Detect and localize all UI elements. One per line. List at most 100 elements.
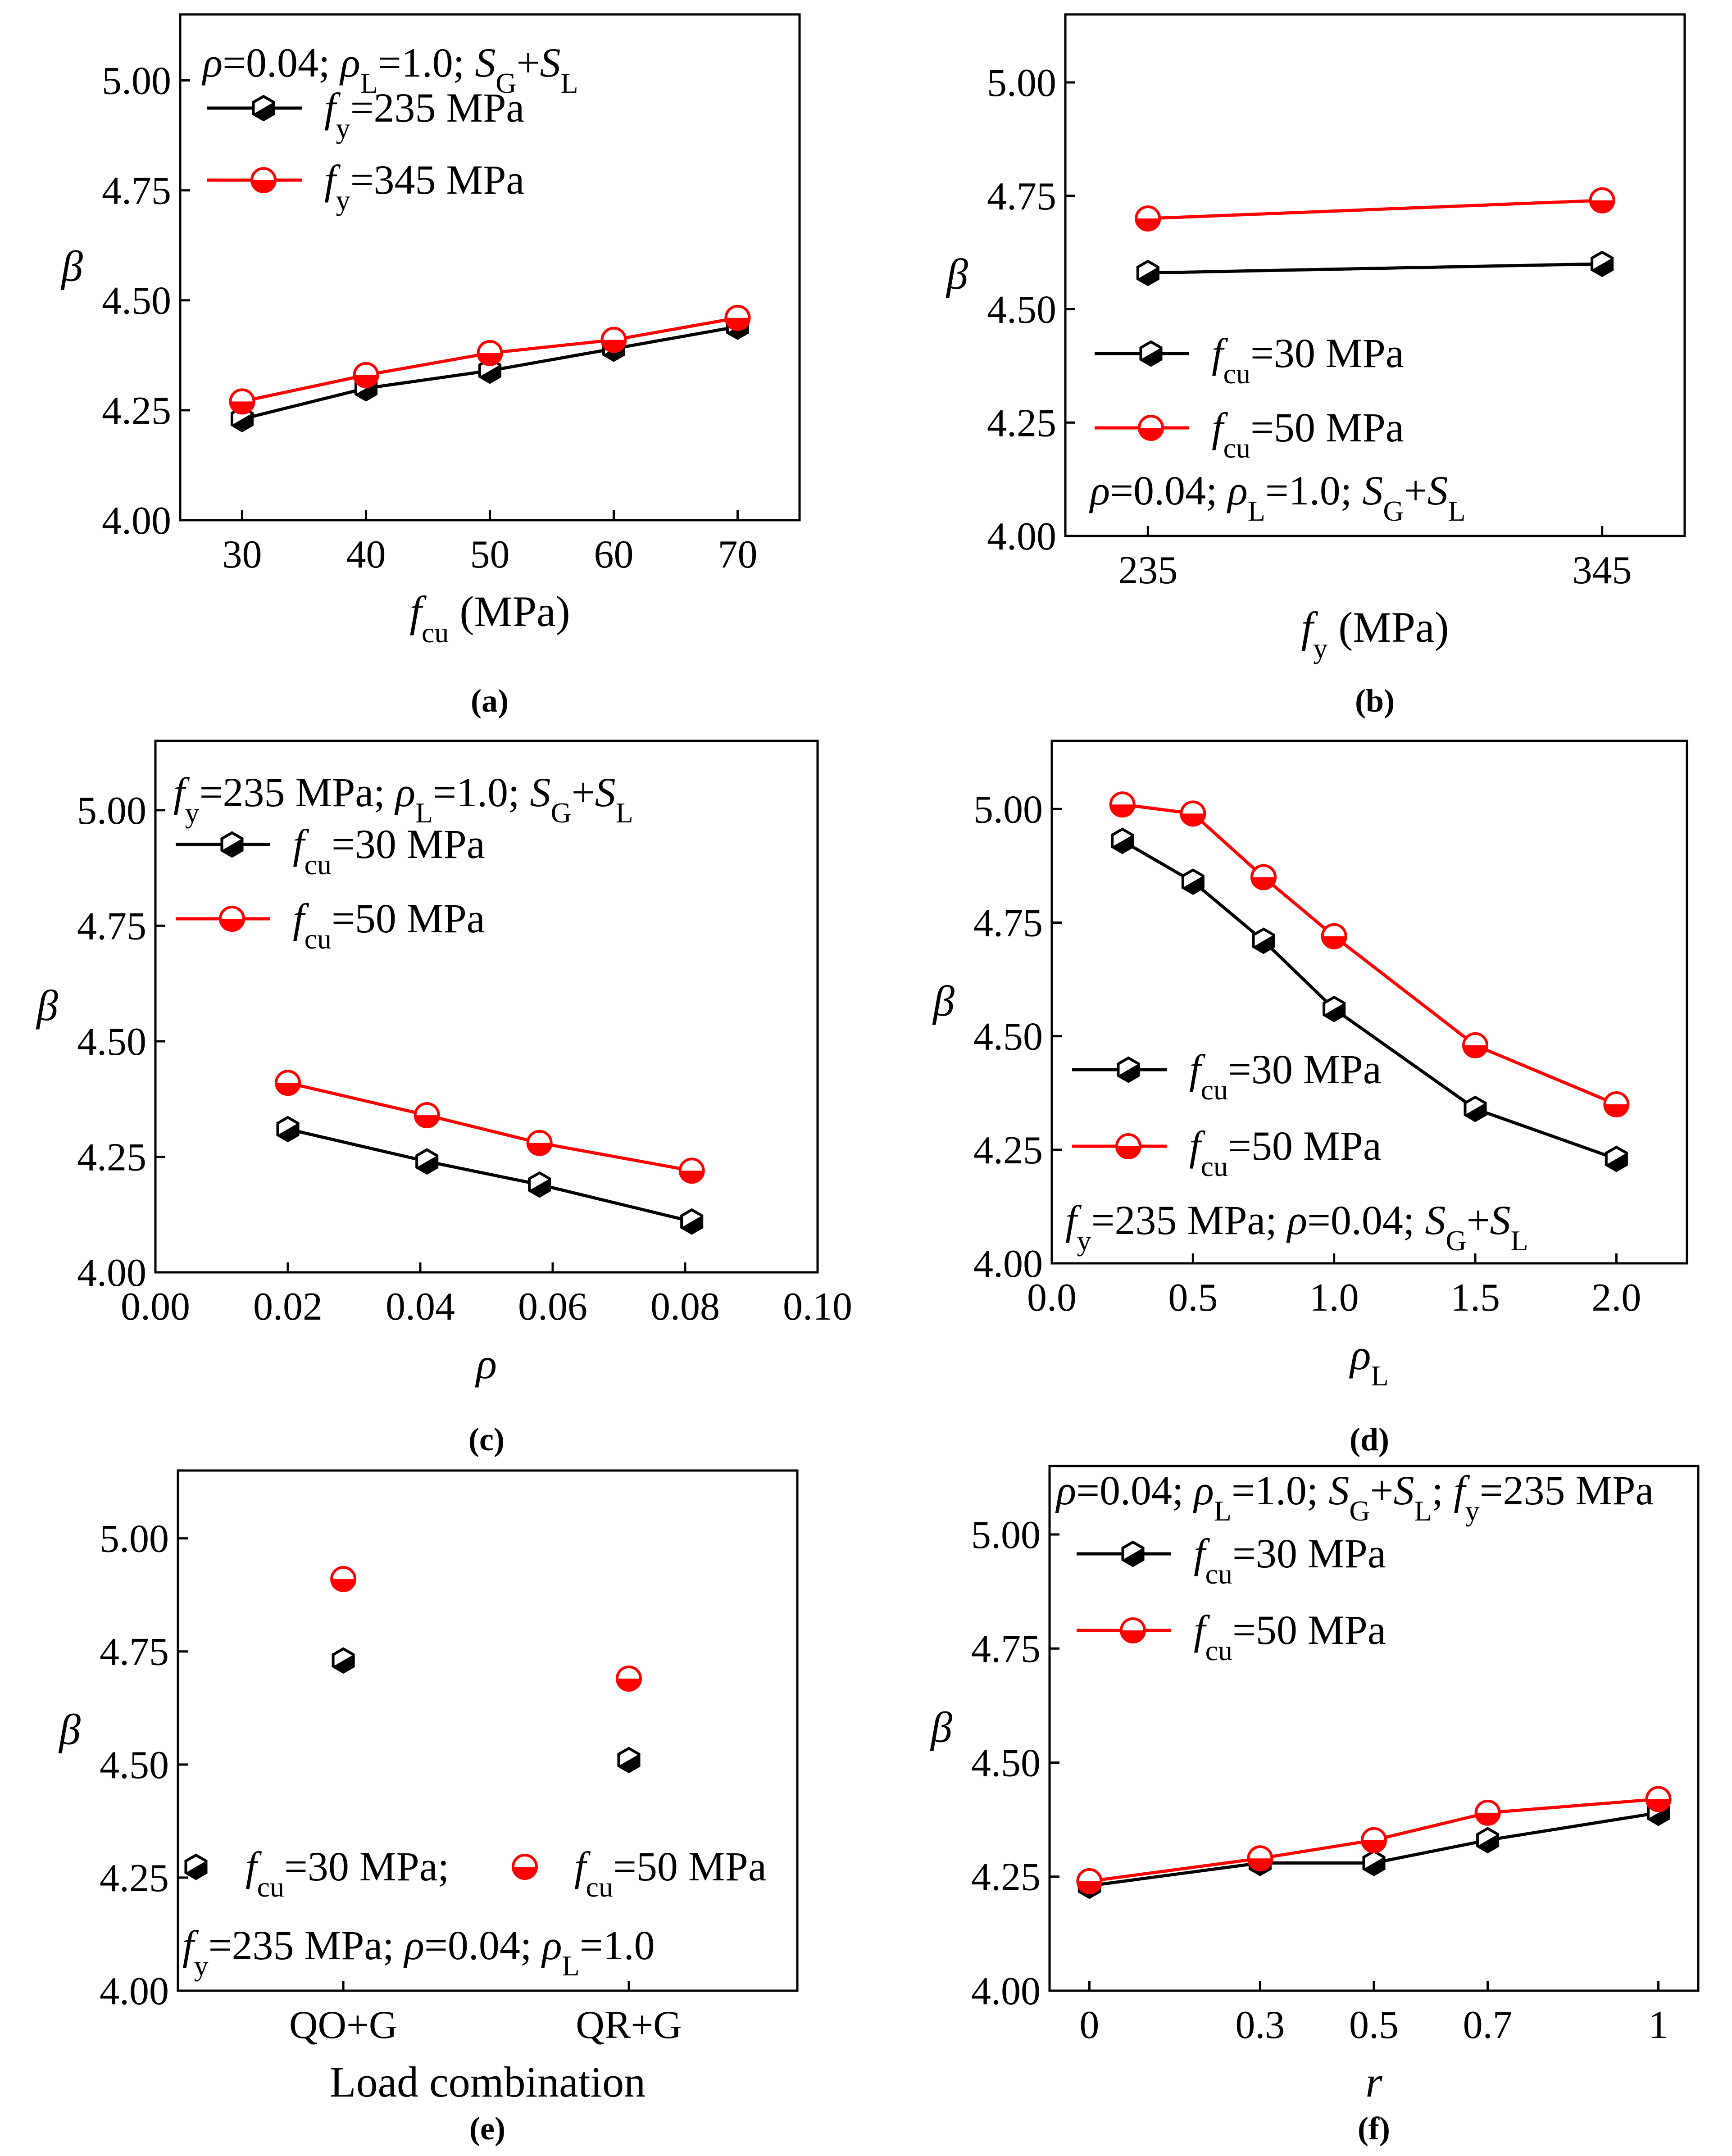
- data-point-fill: [1110, 804, 1134, 817]
- data-point-fill: [479, 364, 500, 382]
- legend-label: fcu=30 MPa;: [245, 1843, 449, 1903]
- data-point-fill: [1137, 267, 1158, 285]
- x-tick-label: 0.7: [1463, 2003, 1513, 2047]
- conditions-annotation-part: G: [496, 67, 516, 99]
- legend-label: fcu=30 MPa: [1212, 330, 1404, 390]
- y-tick-label: 4.25: [987, 401, 1056, 445]
- data-point-fill: [1476, 1812, 1500, 1825]
- conditions-annotation-part: =0.04;: [1307, 1197, 1425, 1243]
- series-red: fcu=50 MPa: [1076, 1607, 1672, 1894]
- x-tick-label: 70: [718, 533, 758, 576]
- conditions-annotation-part: ρ: [1089, 468, 1110, 513]
- legend-marker-fill: [1139, 428, 1163, 440]
- legend-label: fy=345 MPa: [324, 157, 524, 216]
- legend-label-part: cu: [1201, 1074, 1228, 1106]
- legend-marker-fill: [1121, 1630, 1145, 1642]
- legend-label: fcu=50 MPa: [1212, 404, 1404, 464]
- legend-label-part: =50 MPa: [1250, 404, 1404, 450]
- panel-caption: (f): [1358, 2111, 1390, 2147]
- x-axis-label: r: [1365, 2058, 1382, 2106]
- legend-marker-fill: [1123, 1548, 1143, 1566]
- x-axis-label: fcu (MPa): [409, 587, 570, 649]
- conditions-annotation-part: G: [1383, 495, 1404, 527]
- series-black: fy=235 MPa: [207, 85, 750, 432]
- data-point-fill: [1322, 936, 1346, 948]
- x-axis-label-part: ρ: [475, 1339, 497, 1388]
- x-tick-label: 0.08: [650, 1285, 720, 1329]
- y-tick-label: 4.75: [971, 1627, 1041, 1671]
- data-point-fill: [415, 1115, 439, 1127]
- conditions-annotation-part: ρ: [201, 40, 223, 86]
- x-tick-label: 0.06: [518, 1285, 587, 1329]
- x-tick-label: 1.0: [1309, 1276, 1359, 1320]
- conditions-annotation: fy=235 MPa; ρ=0.04; SG+SL: [1065, 1197, 1528, 1257]
- conditions-annotation-part: +: [1467, 1197, 1490, 1243]
- conditions-annotation-part: S: [540, 40, 560, 86]
- series-red: fcu=50 MPa: [176, 895, 705, 1184]
- legend-label-part: cu: [1201, 1150, 1228, 1182]
- x-tick-label: 60: [594, 533, 634, 576]
- y-tick-label: 4.50: [102, 279, 171, 323]
- conditions-annotation-part: ρ: [1055, 1467, 1076, 1513]
- conditions-annotation: fy=235 MPa; ρ=0.04; ρL=1.0: [182, 1922, 655, 1982]
- x-tick-label: 1: [1649, 2003, 1668, 2047]
- legend-label: fcu=50 MPa: [293, 895, 485, 955]
- conditions-annotation-part: G: [1446, 1225, 1466, 1257]
- x-tick-label: 2.0: [1591, 1276, 1641, 1320]
- x-tick-label: 0: [1079, 2003, 1099, 2047]
- legend-label-part: cu: [257, 1871, 284, 1903]
- chart-e: 4.00 4.25 4.50 4.75 5.00 QO+G QR+G Load combina…: [58, 1469, 799, 2147]
- conditions-annotation-part: ρ: [1227, 468, 1248, 513]
- data-point-fill: [726, 318, 750, 330]
- series-red: fy=345 MPa: [207, 157, 751, 415]
- conditions-annotation-part: S: [1362, 468, 1383, 513]
- x-axis-label-part: y: [1313, 632, 1327, 664]
- chart-d: 4.004.254.504.755.000.0 0.5 1.0 1.5 2.0ρLβfc…: [932, 740, 1688, 1457]
- conditions-annotation-part: ρ: [403, 1922, 424, 1968]
- y-tick-label: 4.75: [973, 901, 1043, 945]
- series-red: fcu=50 MPa: [1095, 187, 1615, 464]
- conditions-annotation: ρ=0.04; ρL=1.0; SG+SL: [1089, 468, 1466, 527]
- chart-f: 4.00 4.25 4.50 4.75 5.00 0 0.3 0.5 0.7 1 r β fcu=30 …: [930, 1465, 1700, 2147]
- conditions-annotation-part: ;: [1432, 1467, 1454, 1513]
- conditions-annotation-part: L: [360, 67, 378, 99]
- legend-label: fcu=30 MPa: [1194, 1530, 1386, 1590]
- conditions-annotation-part: L: [560, 67, 578, 99]
- data-point-fill: [230, 401, 254, 413]
- conditions-annotation-part: L: [562, 1950, 580, 1982]
- legend-label-part: =30 MPa: [1228, 1046, 1382, 1092]
- conditions-annotation-part: =0.04;: [424, 1922, 542, 1968]
- legend-marker-fill: [1117, 1146, 1140, 1158]
- legend-label-part: cu: [1205, 1558, 1232, 1590]
- legend-label: fy=235 MPa: [324, 85, 524, 144]
- legend-label-part: y: [336, 184, 350, 216]
- legend-marker-fill: [186, 1861, 206, 1879]
- conditions-annotation-part: y: [1077, 1225, 1091, 1257]
- conditions-annotation-part: =0.04;: [1076, 1467, 1194, 1513]
- data-point-fill: [478, 353, 502, 365]
- x-tick-label: 50: [470, 533, 510, 576]
- data-point-fill: [527, 1143, 551, 1155]
- y-tick-label: 4.00: [973, 1242, 1043, 1286]
- legend-marker-fill: [253, 102, 274, 120]
- y-tick-label: 5.00: [102, 59, 171, 103]
- conditions-annotation-part: =1.0;: [1232, 1467, 1328, 1513]
- x-tick-label: 40: [346, 533, 386, 576]
- data-point-fill: [1465, 1103, 1486, 1121]
- conditions-annotation-part: S: [1425, 1197, 1446, 1243]
- x-axis-label-part: ρ: [1349, 1330, 1371, 1379]
- data-point-fill: [1324, 1003, 1345, 1021]
- legend-marker-fill: [1141, 348, 1161, 365]
- data-point-fill: [417, 1155, 437, 1173]
- y-axis-label: β: [930, 1703, 952, 1752]
- series-red: fcu=50 MPa: [1072, 791, 1630, 1182]
- legend-label-part: =235 MPa: [350, 85, 525, 131]
- conditions-annotation-part: =1.0: [580, 1922, 655, 1968]
- data-point-fill: [680, 1171, 704, 1183]
- legend-marker-fill: [1118, 1064, 1139, 1081]
- x-axis-label: ρ: [475, 1339, 497, 1388]
- legend-marker-fill: [220, 919, 244, 930]
- conditions-annotation-part: =0.04;: [223, 40, 340, 86]
- x-axis-label-part: L: [1371, 1360, 1388, 1392]
- series-line: [1148, 199, 1602, 220]
